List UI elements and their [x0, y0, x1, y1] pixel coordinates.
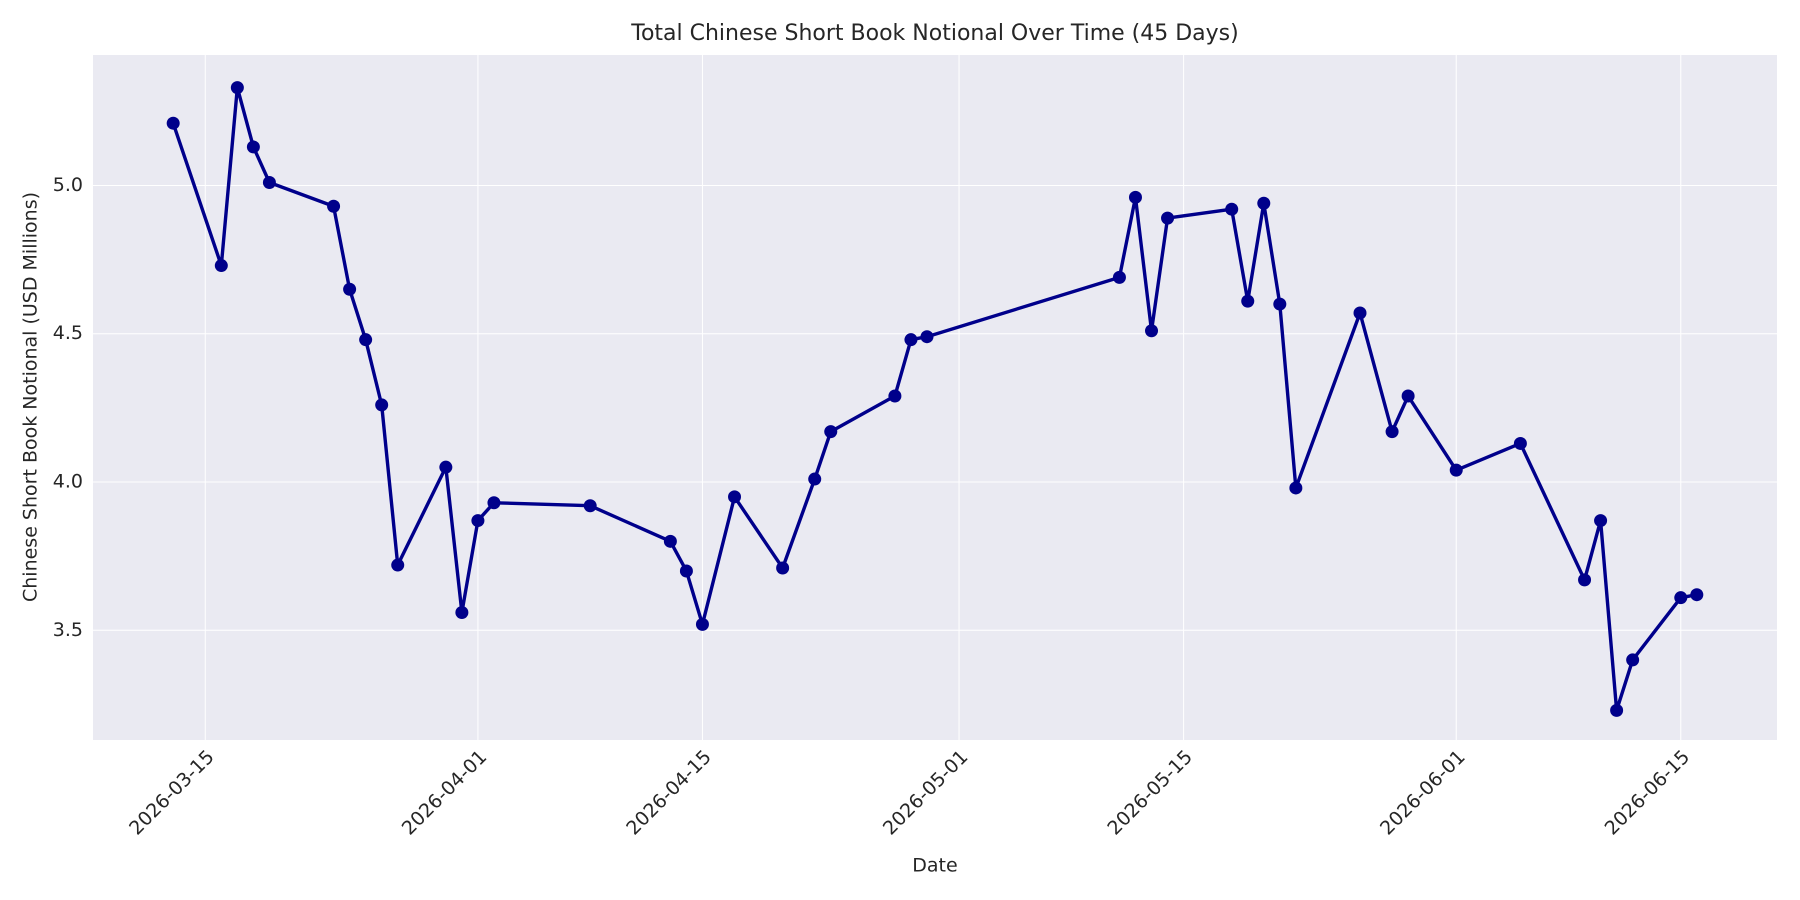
data-point — [583, 499, 597, 513]
data-point — [1578, 573, 1592, 587]
x-tick-label: 2026-06-01 — [1376, 746, 1470, 840]
data-point — [1257, 196, 1271, 210]
data-point — [776, 561, 790, 575]
data-point — [1674, 591, 1688, 605]
data-point — [471, 514, 485, 528]
x-tick-label: 2026-04-15 — [622, 746, 716, 840]
data-point — [728, 490, 742, 504]
data-point — [1353, 306, 1367, 320]
x-axis-label: Date — [912, 855, 957, 877]
data-point — [1626, 653, 1640, 667]
x-tick-label: 2026-05-01 — [879, 746, 973, 840]
data-point — [695, 617, 709, 631]
data-point — [375, 398, 389, 412]
data-point — [1610, 703, 1624, 717]
data-point — [214, 259, 228, 273]
data-point — [327, 199, 341, 213]
data-point — [1289, 481, 1303, 495]
data-point — [1690, 588, 1704, 602]
data-point — [1145, 324, 1159, 338]
data-point — [230, 81, 244, 95]
y-axis-label: Chinese Short Book Notional (USD Million… — [20, 192, 42, 602]
x-tick-label: 2026-06-15 — [1601, 746, 1695, 840]
data-point — [359, 333, 373, 347]
data-point — [1385, 425, 1399, 439]
data-point — [1161, 211, 1175, 225]
data-point — [487, 496, 501, 510]
data-point — [166, 116, 180, 130]
data-point — [1449, 463, 1463, 477]
data-point — [1112, 270, 1126, 284]
y-tick-label: 4.5 — [53, 322, 83, 344]
data-point — [1241, 294, 1255, 308]
y-tick-label: 4.0 — [53, 471, 83, 493]
data-point — [1513, 436, 1527, 450]
data-point — [808, 472, 822, 486]
x-tick-label: 2026-03-15 — [125, 746, 219, 840]
data-point — [391, 558, 405, 572]
y-tick-label: 5.0 — [53, 174, 83, 196]
data-point — [1225, 202, 1239, 216]
data-point — [920, 330, 934, 344]
x-tick-label: 2026-04-01 — [398, 746, 492, 840]
data-point — [904, 333, 918, 347]
plot-area — [93, 55, 1777, 740]
data-point — [1401, 389, 1415, 403]
data-point — [1594, 514, 1608, 528]
y-tick-label: 3.5 — [53, 619, 83, 641]
data-point — [663, 534, 677, 548]
data-point — [1128, 190, 1142, 204]
data-point — [679, 564, 693, 578]
chart-title: Total Chinese Short Book Notional Over T… — [630, 21, 1238, 46]
data-point — [824, 425, 838, 439]
data-point — [1273, 297, 1287, 311]
data-point — [262, 176, 276, 190]
data-point — [343, 282, 357, 296]
x-tick-label: 2026-05-15 — [1103, 746, 1197, 840]
data-point — [439, 460, 453, 474]
data-point — [455, 605, 469, 619]
data-point — [888, 389, 902, 403]
data-point — [246, 140, 260, 154]
